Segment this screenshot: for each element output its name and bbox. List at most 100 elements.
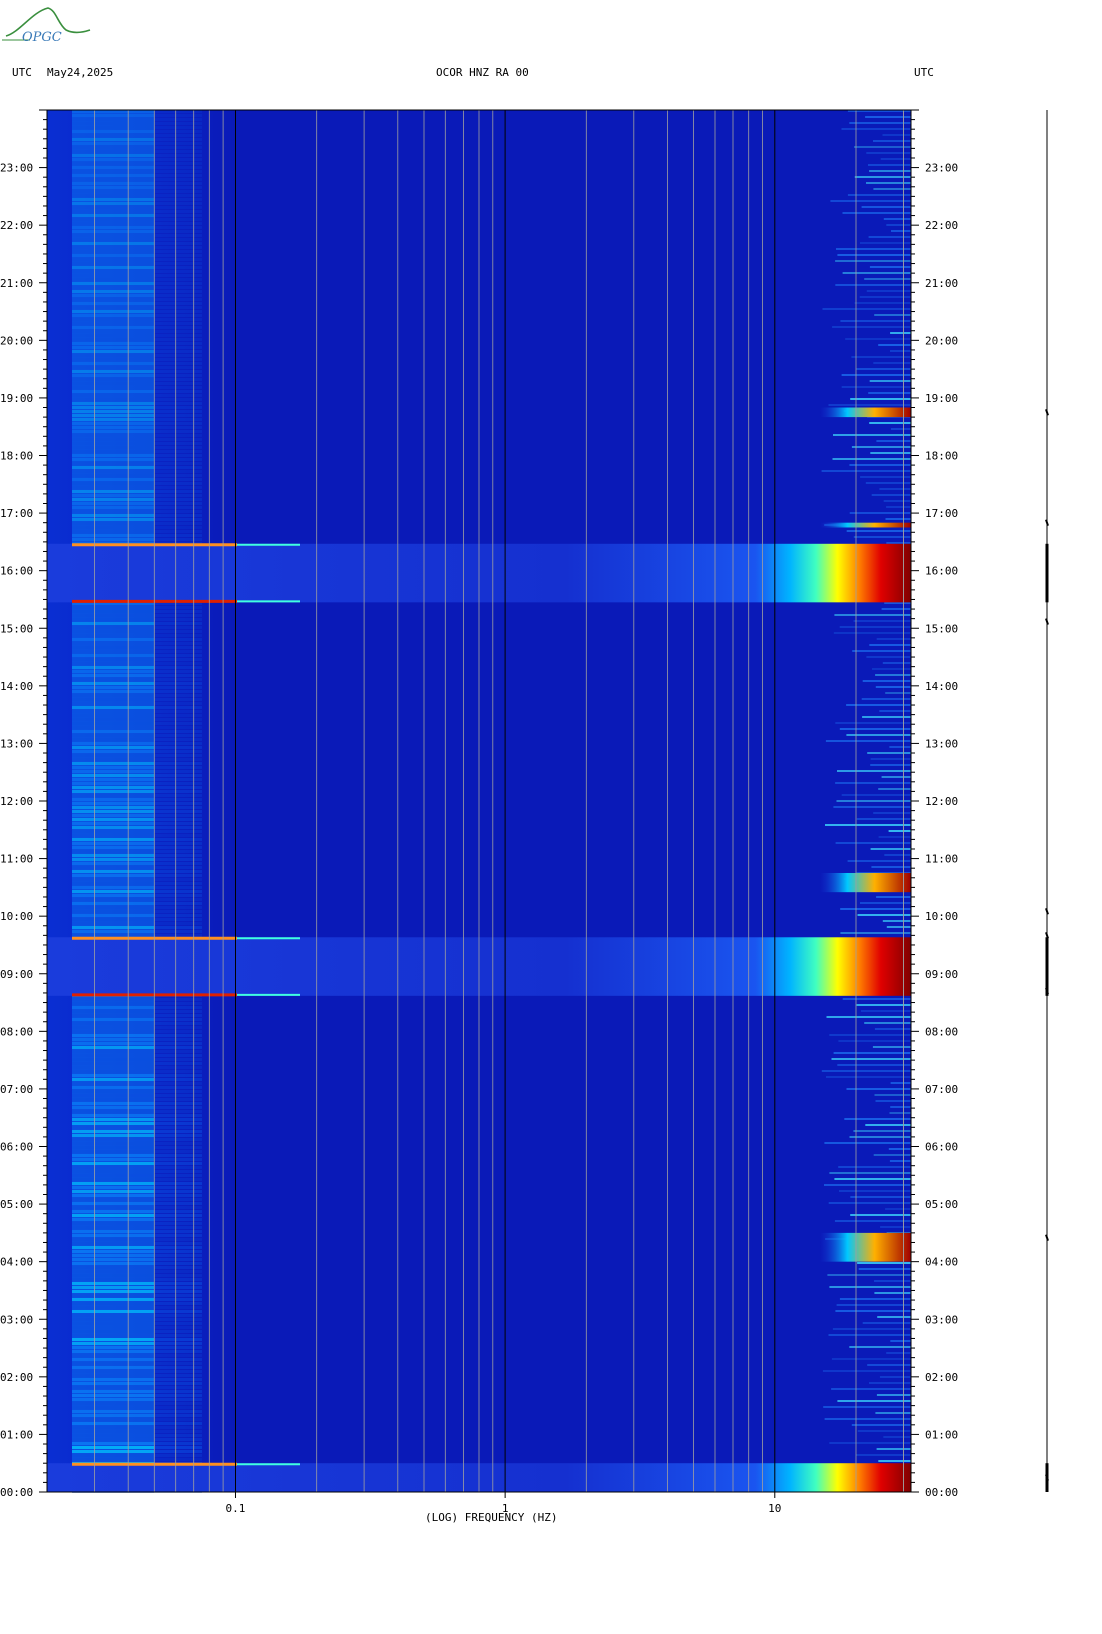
low-freq-stripe (154, 394, 202, 397)
low-freq-stripe (154, 766, 202, 769)
low-freq-stripe (154, 698, 202, 701)
low-freq-stripe (154, 1298, 202, 1301)
low-freq-stripe (72, 998, 154, 1001)
low-freq-stripe (72, 374, 154, 377)
low-freq-stripe (154, 1002, 202, 1005)
low-freq-stripe (154, 850, 202, 853)
high-freq-noise (821, 1070, 911, 1072)
high-freq-noise (829, 1172, 911, 1174)
low-freq-stripe (154, 810, 202, 813)
low-freq-stripe (154, 654, 202, 657)
low-freq-stripe (154, 374, 202, 377)
low-freq-core (72, 110, 154, 1492)
low-freq-stripe (154, 490, 202, 493)
low-freq-stripe (154, 1410, 202, 1413)
low-freq-stripe (72, 1418, 154, 1421)
high-freq-noise (886, 926, 911, 928)
low-freq-stripe (72, 778, 154, 781)
low-freq-stripe (154, 462, 202, 465)
low-freq-stripe (72, 1398, 154, 1401)
low-freq-stripe (154, 198, 202, 201)
high-freq-noise (827, 1274, 911, 1276)
low-freq-stripe (154, 866, 202, 869)
high-freq-noise (885, 518, 911, 520)
low-freq-stripe (72, 118, 154, 121)
low-freq-stripe (72, 922, 154, 925)
high-freq-noise (865, 482, 911, 484)
low-freq-stripe (72, 166, 154, 169)
low-freq-stripe (72, 654, 154, 657)
low-freq-stripe (72, 1122, 154, 1125)
low-freq-stripe (154, 342, 202, 345)
low-freq-stripe (154, 1150, 202, 1153)
low-freq-stripe (154, 886, 202, 889)
low-freq-stripe (72, 294, 154, 297)
seismogram-trace (1045, 110, 1049, 1492)
low-freq-stripe (72, 802, 154, 805)
low-freq-stripe (154, 1022, 202, 1025)
low-freq-stripe (72, 378, 154, 381)
low-freq-stripe (154, 442, 202, 445)
low-freq-stripe (154, 110, 202, 113)
low-freq-stripe (154, 610, 202, 613)
low-freq-stripe (72, 1138, 154, 1141)
low-freq-stripe (154, 178, 202, 181)
high-freq-noise (861, 698, 911, 700)
low-freq-stripe (154, 298, 202, 301)
high-freq-noise (867, 752, 911, 754)
low-freq-stripe (72, 1414, 154, 1417)
high-freq-noise (849, 464, 911, 466)
low-freq-stripe (72, 758, 154, 761)
low-freq-stripe (154, 346, 202, 349)
low-freq-stripe (72, 1154, 154, 1157)
low-freq-stripe (154, 1414, 202, 1417)
low-freq-stripe (154, 862, 202, 865)
trace-event (1045, 543, 1049, 603)
low-freq-stripe (72, 238, 154, 241)
low-freq-stripe (72, 534, 154, 537)
high-freq-noise (886, 224, 911, 226)
high-freq-noise (846, 734, 911, 736)
low-freq-stripe (72, 1390, 154, 1393)
low-freq-stripe (72, 1182, 154, 1185)
low-freq-stripe (72, 222, 154, 225)
y-tick-label-right: 19:00 (925, 392, 958, 405)
low-freq-stripe (154, 254, 202, 257)
low-freq-stripe (72, 894, 154, 897)
low-freq-stripe (72, 1278, 154, 1281)
low-freq-stripe (72, 422, 154, 425)
low-freq-stripe (154, 1130, 202, 1133)
low-freq-stripe (154, 350, 202, 353)
high-freq-noise (834, 1178, 911, 1180)
low-freq-stripe (154, 1174, 202, 1177)
high-freq-noise (873, 362, 911, 364)
low-freq-stripe (154, 1126, 202, 1129)
low-freq-stripe (154, 1046, 202, 1049)
high-freq-noise (841, 374, 911, 376)
low-freq-stripe (154, 1458, 202, 1461)
high-freq-noise (831, 1388, 911, 1390)
header-right-tz: UTC (914, 66, 934, 79)
low-freq-stripe (154, 846, 202, 849)
high-freq-noise (829, 1442, 911, 1444)
low-freq-stripe (154, 318, 202, 321)
low-freq-stripe (72, 170, 154, 173)
high-freq-noise (828, 1334, 911, 1336)
low-freq-stripe (154, 458, 202, 461)
low-freq-stripe (154, 1226, 202, 1229)
high-freq-noise (837, 1064, 911, 1066)
low-freq-stripe (154, 1342, 202, 1345)
low-freq-stripe (72, 442, 154, 445)
low-freq-stripe (154, 1286, 202, 1289)
high-freq-noise (867, 1364, 911, 1366)
high-freq-noise (872, 668, 911, 670)
y-tick-label-right: 07:00 (925, 1083, 958, 1096)
low-freq-stripe (72, 270, 154, 273)
low-freq-stripe (154, 906, 202, 909)
low-freq-stripe (154, 1118, 202, 1121)
high-freq-noise (830, 200, 911, 202)
low-freq-stripe (154, 1206, 202, 1209)
low-freq-stripe (154, 1162, 202, 1165)
low-freq-stripe (72, 510, 154, 513)
low-freq-stripe (72, 742, 154, 745)
